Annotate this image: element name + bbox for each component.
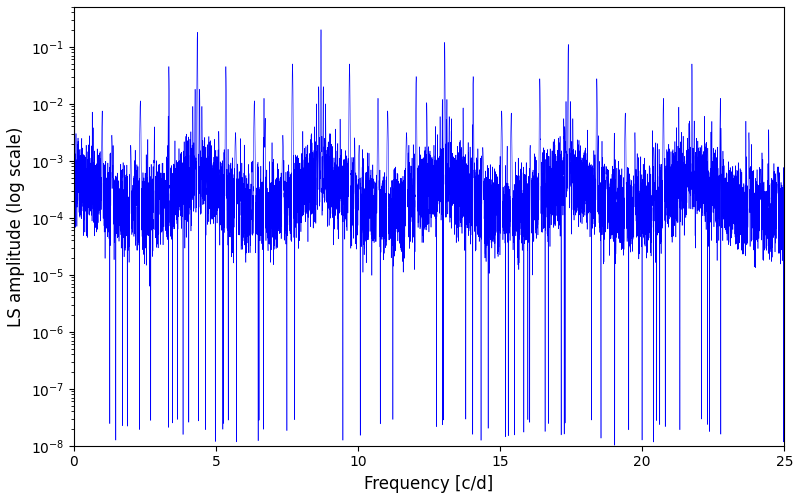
Y-axis label: LS amplitude (log scale): LS amplitude (log scale) — [7, 126, 25, 326]
X-axis label: Frequency [c/d]: Frequency [c/d] — [364, 475, 494, 493]
